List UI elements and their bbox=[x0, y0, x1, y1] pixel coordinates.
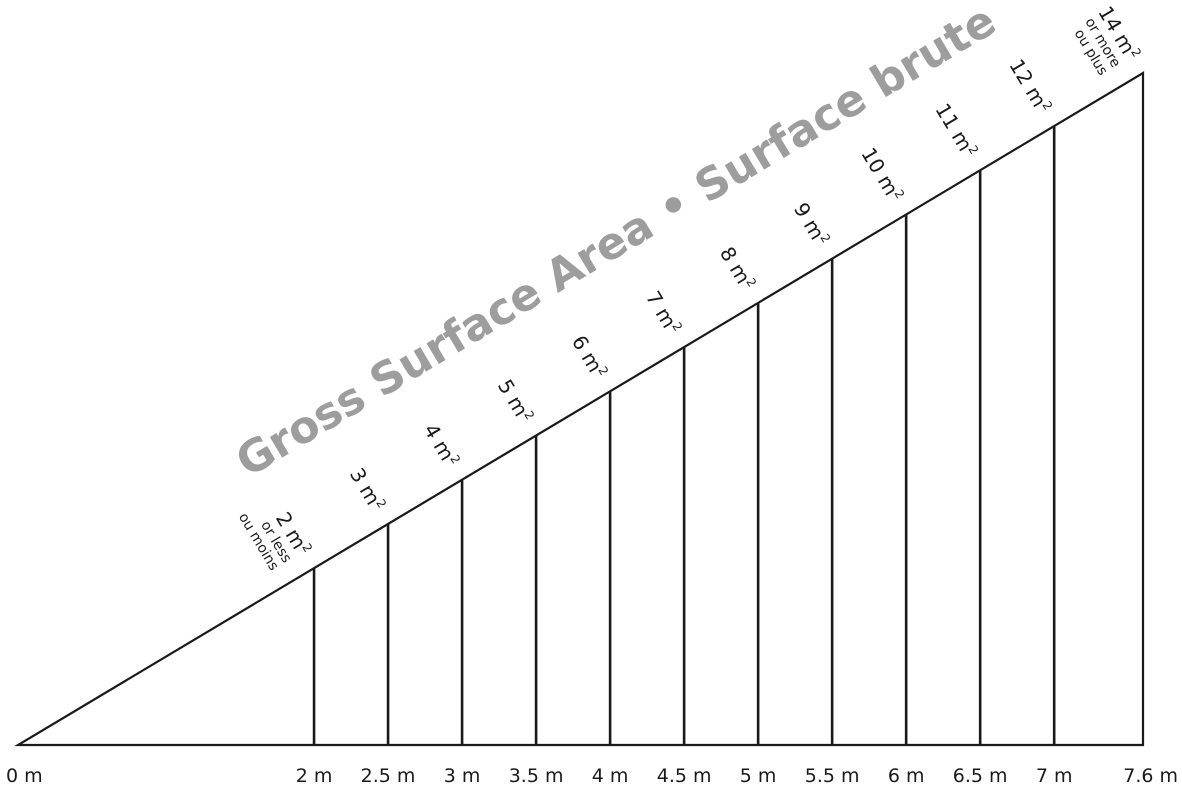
area-superscript: 2 bbox=[669, 320, 685, 334]
area-label: 6 m2 bbox=[567, 331, 611, 383]
area-value: 10 m2 bbox=[856, 143, 907, 206]
area-superscript: 2 bbox=[817, 231, 833, 245]
distance-label: 4.5 m bbox=[657, 765, 712, 787]
diagram-title: Gross Surface Area • Surface brute bbox=[227, 0, 1004, 487]
origin-label: 0 m bbox=[6, 765, 43, 787]
area-label: 9 m2 bbox=[789, 198, 833, 250]
area-superscript: 2 bbox=[299, 541, 315, 555]
distance-label: 3 m bbox=[444, 765, 481, 787]
distance-label: 5 m bbox=[740, 765, 777, 787]
area-label: 4 m2 bbox=[419, 419, 463, 471]
area-superscript: 2 bbox=[1039, 99, 1055, 113]
area-superscript: 2 bbox=[373, 497, 389, 511]
area-value: 7 m2 bbox=[641, 287, 685, 339]
area-value: 11 m2 bbox=[931, 99, 982, 162]
distance-label: 6 m bbox=[888, 765, 925, 787]
area-label: 12 m2 bbox=[1005, 55, 1056, 118]
divider-lines bbox=[312, 126, 1056, 745]
distance-label: 3.5 m bbox=[509, 765, 564, 787]
distance-label: 6.5 m bbox=[953, 765, 1008, 787]
distance-label: 5.5 m bbox=[805, 765, 860, 787]
area-value: 8 m2 bbox=[715, 243, 759, 295]
distance-label: 7 m bbox=[1036, 765, 1073, 787]
area-label: 8 m2 bbox=[715, 243, 759, 295]
area-superscript: 2 bbox=[595, 364, 611, 378]
area-label: 11 m2 bbox=[931, 99, 982, 162]
area-superscript: 2 bbox=[891, 187, 907, 201]
end-label: 7.6 m bbox=[1123, 765, 1178, 787]
area-superscript: 2 bbox=[1128, 46, 1144, 60]
area-label: 10 m2 bbox=[856, 143, 907, 206]
triangle-outline bbox=[14, 71, 1145, 747]
area-label: 5 m2 bbox=[493, 375, 537, 427]
area-value: 12 m2 bbox=[1005, 55, 1056, 118]
area-label: 3 m2 bbox=[345, 464, 389, 516]
area-value: 6 m2 bbox=[567, 331, 611, 383]
distance-label: 2.5 m bbox=[361, 765, 416, 787]
area-value: 5 m2 bbox=[493, 375, 537, 427]
distance-label: 2 m bbox=[296, 765, 333, 787]
distance-labels: 0 m 7.6 m 2 m 2.5 m 3 m 3.5 m 4 m 4.5 m 5 m 5.5… bbox=[6, 765, 1178, 787]
area-value: 9 m2 bbox=[789, 198, 833, 250]
area-superscript: 2 bbox=[743, 276, 759, 290]
area-value: 4 m2 bbox=[419, 419, 463, 471]
area-superscript: 2 bbox=[447, 453, 463, 467]
area-superscript: 2 bbox=[965, 143, 981, 157]
area-label: 7 m2 bbox=[641, 287, 685, 339]
area-superscript: 2 bbox=[521, 408, 537, 422]
distance-label: 4 m bbox=[592, 765, 629, 787]
area-value: 3 m2 bbox=[345, 464, 389, 516]
